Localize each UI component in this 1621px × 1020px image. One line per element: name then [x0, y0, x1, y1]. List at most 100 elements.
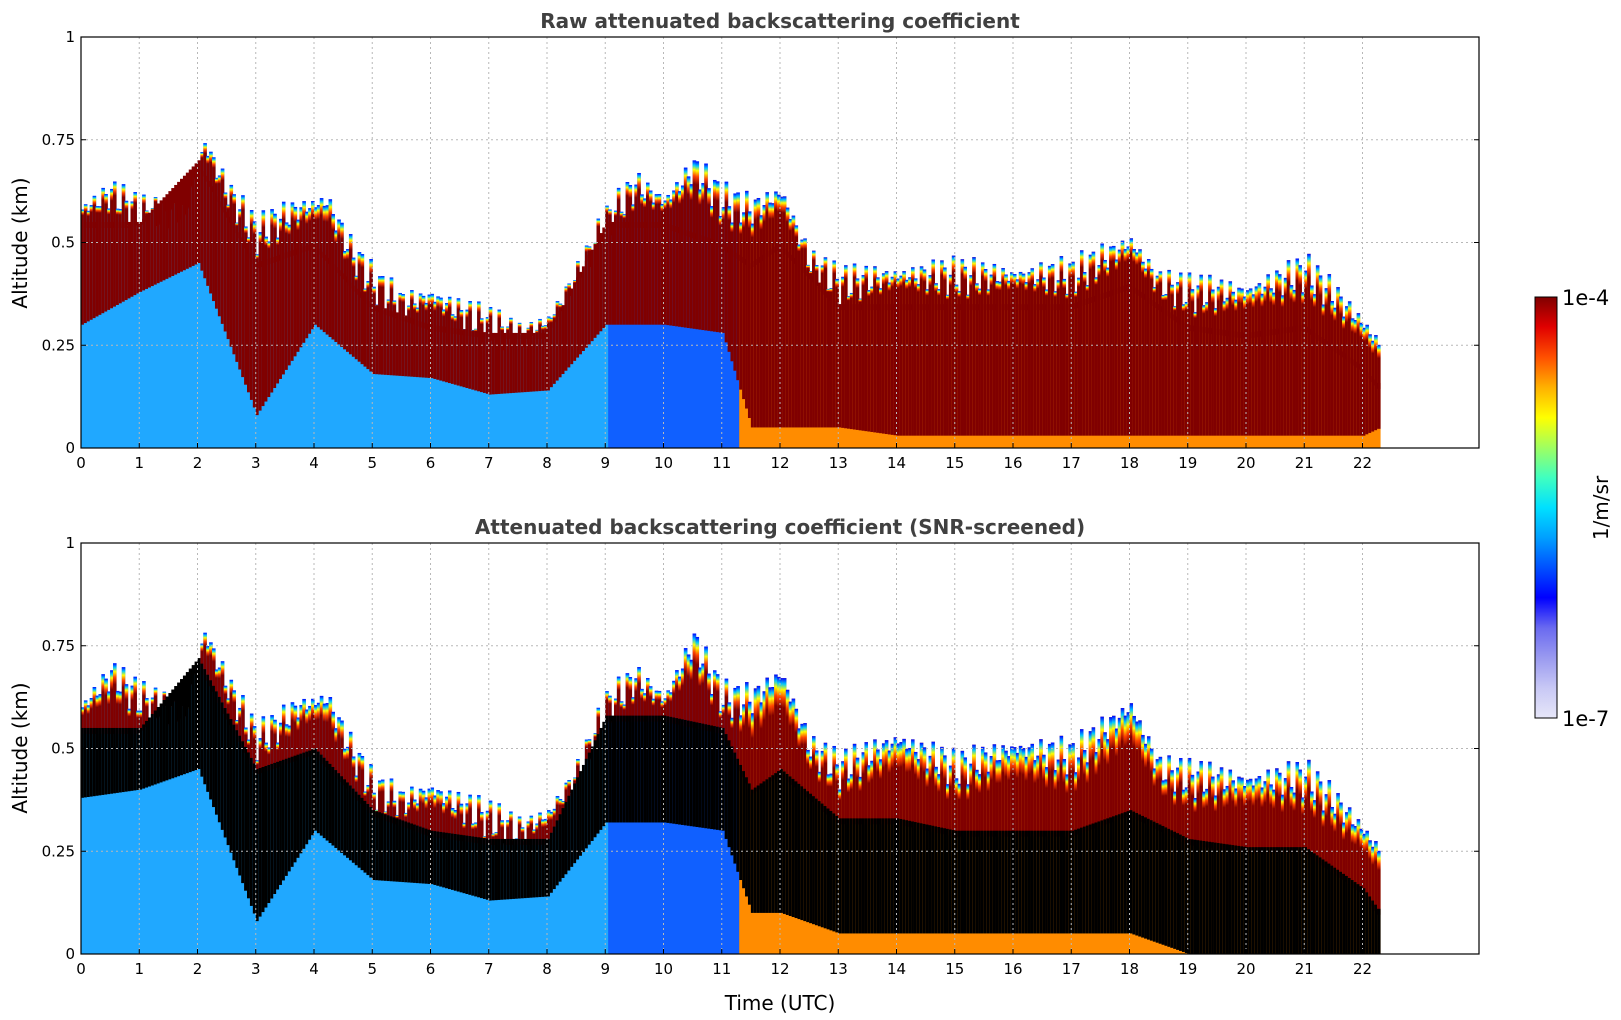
heatmap-layer-edge [308, 705, 312, 757]
heatmap-layer-edge [398, 791, 402, 826]
heatmap-layer-edge [692, 160, 697, 239]
heatmap-core [311, 243, 315, 330]
heatmap-layer-edge [980, 746, 985, 837]
heatmap-layer-edge [1132, 715, 1136, 818]
heatmap-core [442, 326, 446, 382]
heatmap-core [683, 229, 688, 328]
heatmap-core [136, 221, 140, 294]
heatmap-core [331, 260, 335, 340]
heatmap-core [1315, 332, 1320, 436]
heatmap-core [1298, 325, 1302, 436]
heatmap-layer-edge [538, 812, 542, 845]
heatmap-layer-edge [680, 668, 685, 726]
heatmap-core [1330, 343, 1334, 436]
heatmap-core [343, 273, 347, 350]
heatmap-core [1377, 908, 1381, 954]
heatmap-core [672, 225, 676, 326]
heatmap-core [549, 832, 554, 893]
heatmap-core [765, 779, 769, 913]
heatmap-layer-edge [686, 176, 691, 237]
heatmap-layer-edge [1213, 308, 1218, 335]
heatmap-core [305, 751, 309, 845]
heatmap-core [130, 221, 135, 297]
heatmap-core [1336, 347, 1340, 436]
heatmap-core [937, 304, 941, 436]
heatmap-column [570, 296, 574, 448]
heatmap-core [817, 801, 822, 927]
heatmap-layer-edge [456, 791, 461, 841]
heatmap-layer-edge [389, 778, 394, 823]
heatmap-layer-edge [561, 801, 566, 815]
heatmap-column [121, 667, 126, 954]
heatmap-core [561, 808, 566, 878]
heatmap-core [1042, 304, 1046, 436]
heatmap-column [130, 201, 135, 448]
heatmap-core [296, 754, 301, 858]
heatmap-layer-edge [785, 689, 790, 780]
heatmap-layer-edge [450, 808, 455, 840]
heatmap-layer-edge [881, 273, 886, 311]
heatmap-core [1324, 861, 1329, 954]
heatmap-layer-edge [1106, 267, 1110, 298]
heatmap-layer-edge [683, 648, 688, 726]
heatmap-layer-edge [1353, 320, 1358, 366]
heatmap-core [1120, 286, 1125, 436]
heatmap-column [188, 707, 193, 954]
heatmap-core [1266, 330, 1270, 436]
heatmap-layer-edge [727, 206, 732, 253]
heatmap-layer-edge [107, 691, 111, 734]
panel-raw-y-axis: 00.250.50.751 [42, 28, 1479, 457]
heatmap-core [1368, 896, 1372, 954]
heatmap-layer-edge [867, 290, 871, 311]
heatmap-core [1013, 830, 1017, 934]
heatmap-layer-edge [960, 259, 965, 311]
heatmap-core [150, 209, 155, 287]
heatmap-column [113, 181, 117, 448]
heatmap-layer-edge [407, 305, 411, 323]
panel-screened-grid [81, 543, 1479, 954]
heatmap-layer-edge [1295, 762, 1300, 854]
heatmap-core [1114, 288, 1119, 436]
heatmap-layer-edge [121, 667, 126, 734]
heatmap-layer-edge [873, 266, 877, 311]
heatmap-core [220, 201, 225, 324]
y-tick-label: 0.75 [42, 131, 75, 149]
heatmap-layer-edge [366, 785, 370, 810]
heatmap-layer-edge [252, 726, 257, 770]
heatmap-column [203, 632, 207, 954]
heatmap-core [247, 247, 251, 393]
heatmap-core [127, 221, 132, 299]
heatmap-layer-edge [747, 701, 752, 790]
heatmap-core [887, 818, 892, 934]
heatmap-core [963, 830, 967, 934]
heatmap-layer-edge [1280, 794, 1285, 854]
heatmap-core [602, 227, 606, 328]
heatmap-layer-edge [293, 206, 298, 256]
heatmap-core [713, 239, 717, 332]
heatmap-core [1027, 304, 1032, 436]
heatmap-core [1123, 812, 1128, 934]
heatmap-column [81, 707, 85, 954]
heatmap-core [596, 734, 601, 834]
heatmap-core [264, 259, 268, 402]
heatmap-core [806, 270, 810, 428]
heatmap-core [159, 200, 164, 282]
heatmap-core [922, 304, 927, 436]
heatmap-layer-edge [963, 757, 967, 837]
heatmap-core [1275, 328, 1279, 436]
heatmap-column [523, 346, 528, 448]
heatmap-core [844, 304, 848, 429]
heatmap-layer-edge [203, 143, 207, 177]
heatmap-column [611, 721, 615, 954]
heatmap-layer-edge [1013, 747, 1017, 837]
heatmap-core [1254, 331, 1259, 436]
heatmap-layer-edge [1342, 316, 1346, 358]
heatmap-layer-edge [488, 800, 493, 845]
heatmap-core [683, 719, 688, 826]
heatmap-layer-edge [92, 687, 97, 734]
heatmap-core [1365, 369, 1369, 435]
heatmap-layer-edge [1097, 739, 1101, 828]
heatmap-layer-edge [969, 275, 973, 311]
heatmap-layer-edge [1237, 287, 1241, 338]
heatmap-core [911, 304, 915, 436]
